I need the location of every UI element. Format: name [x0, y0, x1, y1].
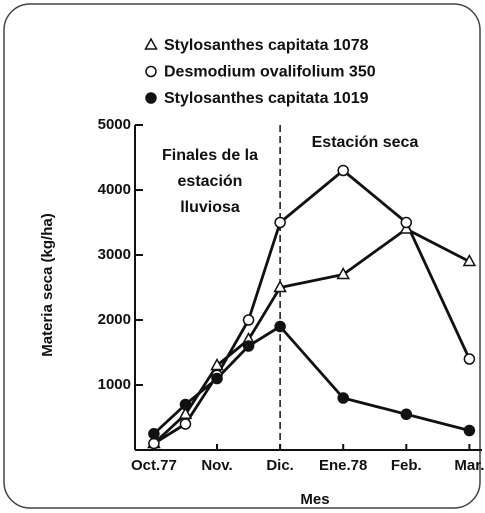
x-tick-label: Nov.: [201, 457, 232, 474]
legend-label: Stylosanthes capitata 1078: [164, 37, 369, 54]
annotation: Finales de la: [162, 147, 258, 164]
marker: [145, 65, 157, 78]
marker: [336, 266, 350, 280]
y-axis-label: Materia seca (kg/ha): [39, 213, 56, 356]
marker: [148, 437, 160, 450]
marker: [274, 320, 286, 333]
annotation: estación: [178, 173, 243, 190]
marker: [462, 253, 477, 267]
marker: [211, 372, 223, 385]
marker: [463, 424, 476, 437]
annotation: Estación seca: [312, 134, 419, 151]
x-tick-label: Ene.78: [319, 457, 367, 474]
y-tick-label: 5000: [98, 116, 131, 133]
marker: [179, 418, 192, 430]
series-line: [153, 169, 471, 445]
y-tick-label: 4000: [98, 181, 131, 198]
x-axis-label: Mes: [300, 491, 329, 508]
marker: [463, 353, 476, 365]
marker: [145, 92, 157, 104]
x-tick-label: Oct.77: [131, 457, 177, 474]
y-tick-label: 1000: [98, 376, 131, 393]
y-tick-label: 3000: [98, 246, 131, 263]
marker: [337, 164, 349, 177]
series-line: [152, 325, 470, 435]
x-tick-label: Mar.: [454, 457, 484, 474]
marker: [274, 216, 286, 229]
marker: [400, 408, 413, 420]
marker: [148, 428, 160, 440]
x-tick-label: Feb.: [391, 457, 422, 474]
marker: [144, 37, 158, 50]
legend-label: Stylosanthes capitata 1019: [164, 90, 369, 107]
marker: [179, 398, 192, 411]
series-line: [152, 227, 471, 445]
y-tick-label: 2000: [98, 311, 131, 328]
marker: [242, 340, 255, 352]
marker: [273, 279, 287, 293]
annotation: lluviosa: [180, 199, 240, 216]
x-tick-label: Dic.: [266, 457, 294, 474]
marker: [400, 216, 413, 229]
legend-label: Desmodium ovalifolium 350: [164, 64, 376, 81]
marker: [337, 392, 349, 404]
marker: [242, 314, 255, 326]
frame: [3, 3, 481, 509]
